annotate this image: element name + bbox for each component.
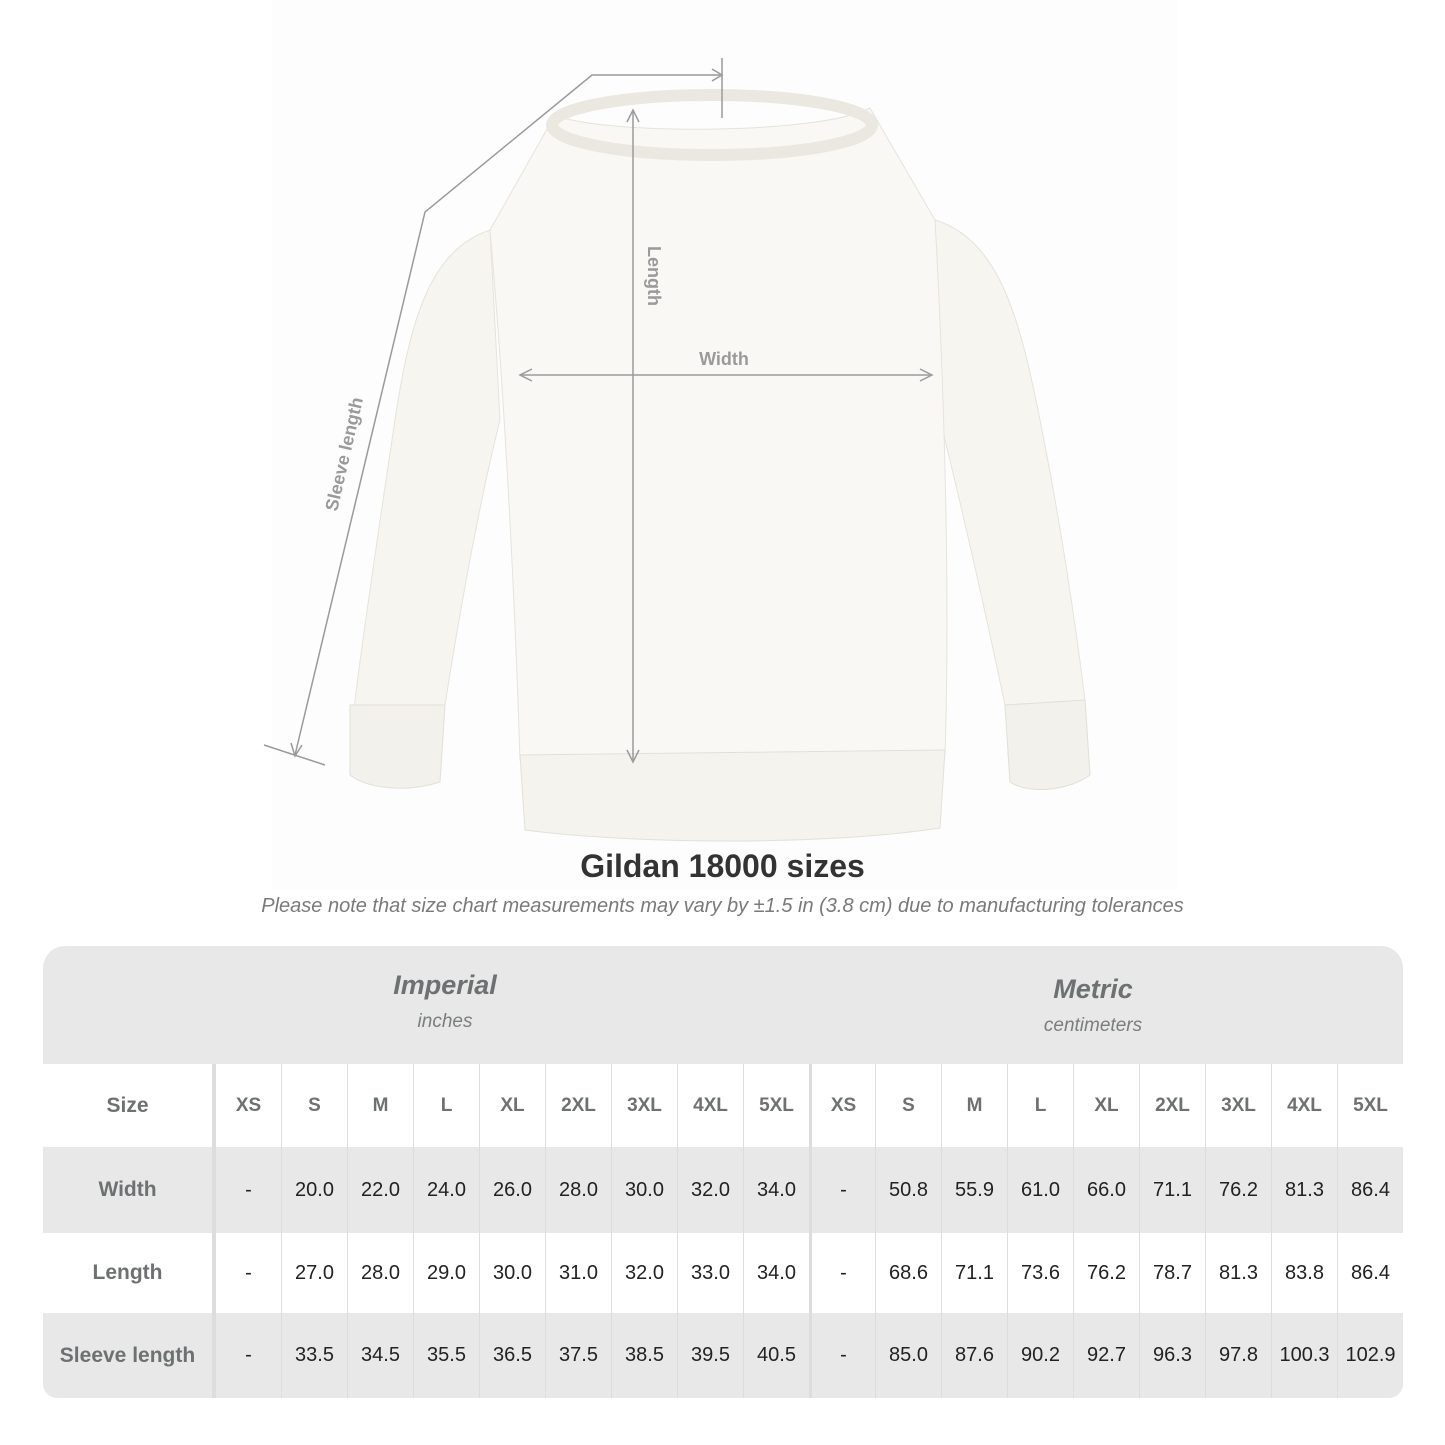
size-header-imperial: XS <box>215 1064 281 1147</box>
metric-value: 68.6 <box>875 1233 941 1313</box>
metric-value: 102.9 <box>1337 1313 1403 1398</box>
metric-value: 87.6 <box>941 1313 1007 1398</box>
size-row: Size XS S M L XL 2XL 3XL 4XL 5XL XS S M L XL 2XL 3XL 4XL 5… <box>43 1064 1403 1147</box>
metric-value: - <box>809 1313 875 1398</box>
metric-value: 55.9 <box>941 1147 1007 1233</box>
row-header: Width <box>43 1147 215 1233</box>
imperial-value: 36.5 <box>479 1313 545 1398</box>
metric-value: 71.1 <box>941 1233 1007 1313</box>
size-header-metric: 2XL <box>1139 1064 1205 1147</box>
size-header-imperial: 2XL <box>545 1064 611 1147</box>
metric-value: 81.3 <box>1271 1147 1337 1233</box>
page-title: Gildan 18000 sizes <box>580 848 865 884</box>
table-row: Width -20.0 22.0 24.0 26.0 28.0 30.0 32.0 34.0-5… <box>43 1147 1403 1233</box>
imperial-value: 39.5 <box>677 1313 743 1398</box>
imperial-value: 33.0 <box>677 1233 743 1313</box>
metric-value: 85.0 <box>875 1313 941 1398</box>
imperial-value: 27.0 <box>281 1233 347 1313</box>
size-header-metric: M <box>941 1064 1007 1147</box>
row-header: Length <box>43 1233 215 1313</box>
metric-value: 66.0 <box>1073 1147 1139 1233</box>
metric-value: 50.8 <box>875 1147 941 1233</box>
metric-value: 92.7 <box>1073 1313 1139 1398</box>
metric-value: 73.6 <box>1007 1233 1073 1313</box>
imperial-value: 29.0 <box>413 1233 479 1313</box>
imperial-value: 30.0 <box>611 1147 677 1233</box>
sleeve-length-line <box>294 74 720 756</box>
table-row: Length -27.0 28.0 29.0 30.0 31.0 32.0 33.0 34.0-… <box>43 1233 1403 1313</box>
metric-unit: centimeters <box>1043 1015 1143 1036</box>
imperial-value: 22.0 <box>347 1147 413 1233</box>
metric-value: 61.0 <box>1007 1147 1073 1233</box>
imperial-value: 24.0 <box>413 1147 479 1233</box>
imperial-value: 28.0 <box>545 1147 611 1233</box>
imperial-value: 37.5 <box>545 1313 611 1398</box>
size-header-metric: L <box>1007 1064 1073 1147</box>
metric-value: 97.8 <box>1205 1313 1271 1398</box>
metric-value: 76.2 <box>1205 1147 1271 1233</box>
imperial-value: 35.5 <box>413 1313 479 1398</box>
tolerance-note: Please note that size chart measurements… <box>261 895 1184 917</box>
size-header-imperial: L <box>413 1064 479 1147</box>
size-header-metric: XS <box>809 1064 875 1147</box>
row-header-size: Size <box>43 1064 215 1147</box>
imperial-value: 34.0 <box>743 1147 809 1233</box>
metric-value: - <box>809 1147 875 1233</box>
imperial-value: 20.0 <box>281 1147 347 1233</box>
imperial-value: - <box>215 1313 281 1398</box>
metric-value: 78.7 <box>1139 1233 1205 1313</box>
table-row: Sleeve length -33.5 34.5 35.5 36.5 37.5 38.5 39… <box>43 1313 1403 1398</box>
measurement-lines <box>263 58 934 766</box>
imperial-value: 30.0 <box>479 1233 545 1313</box>
size-header-imperial: 3XL <box>611 1064 677 1147</box>
imperial-value: 26.0 <box>479 1147 545 1233</box>
metric-value: 90.2 <box>1007 1313 1073 1398</box>
metric-value: - <box>809 1233 875 1313</box>
metric-value: 83.8 <box>1271 1233 1337 1313</box>
metric-title: Metric <box>1053 974 1133 1004</box>
metric-value: 86.4 <box>1337 1233 1403 1313</box>
size-header-imperial: S <box>281 1064 347 1147</box>
size-header-imperial: M <box>347 1064 413 1147</box>
imperial-value: - <box>215 1233 281 1313</box>
metric-value: 100.3 <box>1271 1313 1337 1398</box>
size-header-metric: 5XL <box>1337 1064 1403 1147</box>
imperial-value: 28.0 <box>347 1233 413 1313</box>
metric-value: 81.3 <box>1205 1233 1271 1313</box>
size-header-imperial: 5XL <box>743 1064 809 1147</box>
length-label: Length <box>644 246 664 306</box>
row-header: Sleeve length <box>43 1313 215 1398</box>
imperial-value: - <box>215 1147 281 1233</box>
sweatshirt-image <box>349 89 1091 842</box>
size-table: Imperial inches Metric centimeters Size X… <box>43 946 1403 1399</box>
imperial-value: 31.0 <box>545 1233 611 1313</box>
size-header-metric: 4XL <box>1271 1064 1337 1147</box>
size-header-metric: S <box>875 1064 941 1147</box>
imperial-value: 34.5 <box>347 1313 413 1398</box>
imperial-value: 33.5 <box>281 1313 347 1398</box>
imperial-value: 34.0 <box>743 1233 809 1313</box>
metric-header: Metric centimeters <box>863 974 1323 1037</box>
imperial-title: Imperial <box>393 970 497 1000</box>
size-header-imperial: XL <box>479 1064 545 1147</box>
size-header-metric: XL <box>1073 1064 1139 1147</box>
table-header <box>43 946 1403 1064</box>
size-header-metric: 3XL <box>1205 1064 1271 1147</box>
metric-value: 71.1 <box>1139 1147 1205 1233</box>
metric-value: 76.2 <box>1073 1233 1139 1313</box>
imperial-value: 40.5 <box>743 1313 809 1398</box>
imperial-value: 32.0 <box>611 1233 677 1313</box>
imperial-header: Imperial inches <box>215 970 675 1033</box>
imperial-value: 38.5 <box>611 1313 677 1398</box>
metric-value: 96.3 <box>1139 1313 1205 1398</box>
size-header-imperial: 4XL <box>677 1064 743 1147</box>
width-label: Width <box>699 349 749 369</box>
metric-value: 86.4 <box>1337 1147 1403 1233</box>
imperial-value: 32.0 <box>677 1147 743 1233</box>
sweatshirt-diagram: Length Width Sleeve length <box>263 58 1091 842</box>
imperial-unit: inches <box>417 1011 473 1032</box>
